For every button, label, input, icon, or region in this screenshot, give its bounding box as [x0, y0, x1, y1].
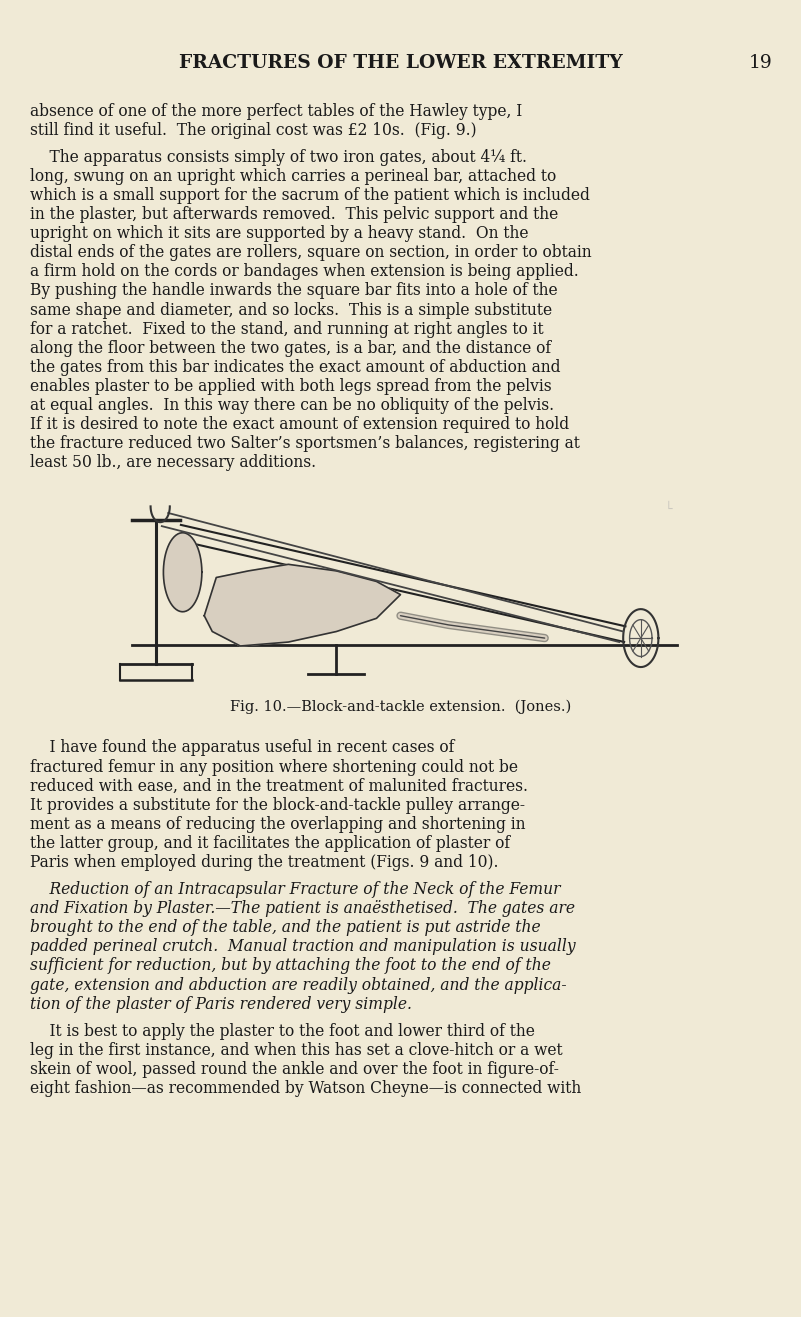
Text: for a ratchet.  Fixed to the stand, and running at right angles to it: for a ratchet. Fixed to the stand, and r… [30, 320, 544, 337]
Text: fractured femur in any position where shortening could not be: fractured femur in any position where sh… [30, 759, 518, 776]
Text: └: └ [665, 502, 672, 515]
Text: By pushing the handle inwards the square bar fits into a hole of the: By pushing the handle inwards the square… [30, 282, 558, 299]
Text: which is a small support for the sacrum of the patient which is included: which is a small support for the sacrum … [30, 187, 590, 204]
Text: FRACTURES OF THE LOWER EXTREMITY: FRACTURES OF THE LOWER EXTREMITY [179, 54, 622, 72]
Polygon shape [204, 564, 400, 645]
Text: same shape and diameter, and so locks.  This is a simple substitute: same shape and diameter, and so locks. T… [30, 302, 553, 319]
Text: enables plaster to be applied with both legs spread from the pelvis: enables plaster to be applied with both … [30, 378, 552, 395]
Text: still find it useful.  The original cost was £2 10s.  (Fig. 9.): still find it useful. The original cost … [30, 121, 477, 138]
Text: Reduction of an Intracapsular Fracture of the Neck of the Femur: Reduction of an Intracapsular Fracture o… [30, 881, 561, 898]
Text: leg in the first instance, and when this has set a clove-hitch or a wet: leg in the first instance, and when this… [30, 1042, 563, 1059]
Text: gate, extension and abduction are readily obtained, and the applica-: gate, extension and abduction are readil… [30, 976, 567, 993]
Text: in the plaster, but afterwards removed.  This pelvic support and the: in the plaster, but afterwards removed. … [30, 205, 558, 223]
Text: I have found the apparatus useful in recent cases of: I have found the apparatus useful in rec… [30, 739, 455, 756]
Text: least 50 lb., are necessary additions.: least 50 lb., are necessary additions. [30, 454, 316, 471]
Text: eight fashion—as recommended by Watson Cheyne—is connected with: eight fashion—as recommended by Watson C… [30, 1080, 582, 1097]
Text: It is best to apply the plaster to the foot and lower third of the: It is best to apply the plaster to the f… [30, 1022, 535, 1039]
Text: If it is desired to note the exact amount of extension required to hold: If it is desired to note the exact amoun… [30, 416, 570, 433]
Text: padded perineal crutch.  Manual traction and manipulation is usually: padded perineal crutch. Manual traction … [30, 938, 576, 955]
Text: The apparatus consists simply of two iron gates, about 4¼ ft.: The apparatus consists simply of two iro… [30, 149, 527, 166]
Text: ment as a means of reducing the overlapping and shortening in: ment as a means of reducing the overlapp… [30, 815, 526, 832]
Text: reduced with ease, and in the treatment of malunited fractures.: reduced with ease, and in the treatment … [30, 777, 529, 794]
Polygon shape [163, 533, 202, 611]
Text: the fracture reduced two Salter’s sportsmen’s balances, registering at: the fracture reduced two Salter’s sports… [30, 435, 580, 452]
Text: tion of the plaster of Paris rendered very simple.: tion of the plaster of Paris rendered ve… [30, 996, 413, 1013]
Text: Paris when employed during the treatment (Figs. 9 and 10).: Paris when employed during the treatment… [30, 853, 499, 871]
Text: skein of wool, passed round the ankle and over the foot in figure-of-: skein of wool, passed round the ankle an… [30, 1060, 559, 1077]
Text: at equal angles.  In this way there can be no obliquity of the pelvis.: at equal angles. In this way there can b… [30, 396, 554, 414]
Text: a firm hold on the cords or bandages when extension is being applied.: a firm hold on the cords or bandages whe… [30, 263, 579, 281]
Text: sufficient for reduction, but by attaching the foot to the end of the: sufficient for reduction, but by attachi… [30, 957, 551, 975]
Text: 19: 19 [749, 54, 773, 72]
Text: brought to the end of the table, and the patient is put astride the: brought to the end of the table, and the… [30, 919, 541, 936]
Text: along the floor between the two gates, is a bar, and the distance of: along the floor between the two gates, i… [30, 340, 552, 357]
Text: the gates from this bar indicates the exact amount of abduction and: the gates from this bar indicates the ex… [30, 358, 561, 375]
Text: long, swung on an upright which carries a perineal bar, attached to: long, swung on an upright which carries … [30, 167, 557, 184]
Text: It provides a substitute for the block-and-tackle pulley arrange-: It provides a substitute for the block-a… [30, 797, 525, 814]
Text: the latter group, and it facilitates the application of plaster of: the latter group, and it facilitates the… [30, 835, 510, 852]
Text: and Fixation by Plaster.—The patient is anaësthetised.  The gates are: and Fixation by Plaster.—The patient is … [30, 900, 575, 917]
Bar [80, 486, 721, 694]
Text: Fig. 10.—Block-and-tackle extension.  (Jones.): Fig. 10.—Block-and-tackle extension. (Jo… [230, 699, 571, 714]
Text: upright on which it sits are supported by a heavy stand.  On the: upright on which it sits are supported b… [30, 225, 529, 242]
Text: distal ends of the gates are rollers, square on section, in order to obtain: distal ends of the gates are rollers, sq… [30, 244, 592, 261]
Text: absence of one of the more perfect tables of the Hawley type, I: absence of one of the more perfect table… [30, 103, 523, 120]
